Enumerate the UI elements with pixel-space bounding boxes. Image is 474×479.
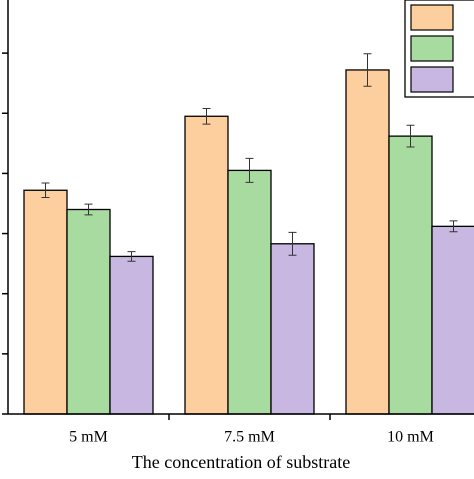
error-bar	[363, 53, 372, 87]
x-axis-title: The concentration of substrate	[132, 452, 350, 472]
error-bar	[449, 220, 458, 233]
bar	[431, 225, 474, 415]
bar	[388, 135, 433, 415]
error-bar	[406, 124, 415, 148]
bar	[184, 115, 229, 415]
bar	[23, 189, 68, 415]
x-tick-label: 7.5 mM	[224, 429, 275, 446]
error-bar	[84, 203, 93, 216]
x-tick-label: 5 mM	[69, 429, 108, 446]
error-bar	[127, 251, 136, 262]
bar	[227, 169, 272, 415]
bar	[345, 69, 390, 415]
error-bar	[202, 107, 211, 125]
error-bar	[245, 157, 254, 183]
x-tick-label: 10 mM	[387, 429, 434, 446]
legend-swatch	[410, 35, 454, 62]
bar	[109, 255, 154, 415]
error-bar	[288, 231, 297, 256]
bar	[66, 208, 111, 415]
legend-swatch	[410, 4, 454, 31]
legend-swatch	[410, 66, 454, 93]
bar	[270, 243, 315, 415]
error-bar	[41, 182, 50, 198]
